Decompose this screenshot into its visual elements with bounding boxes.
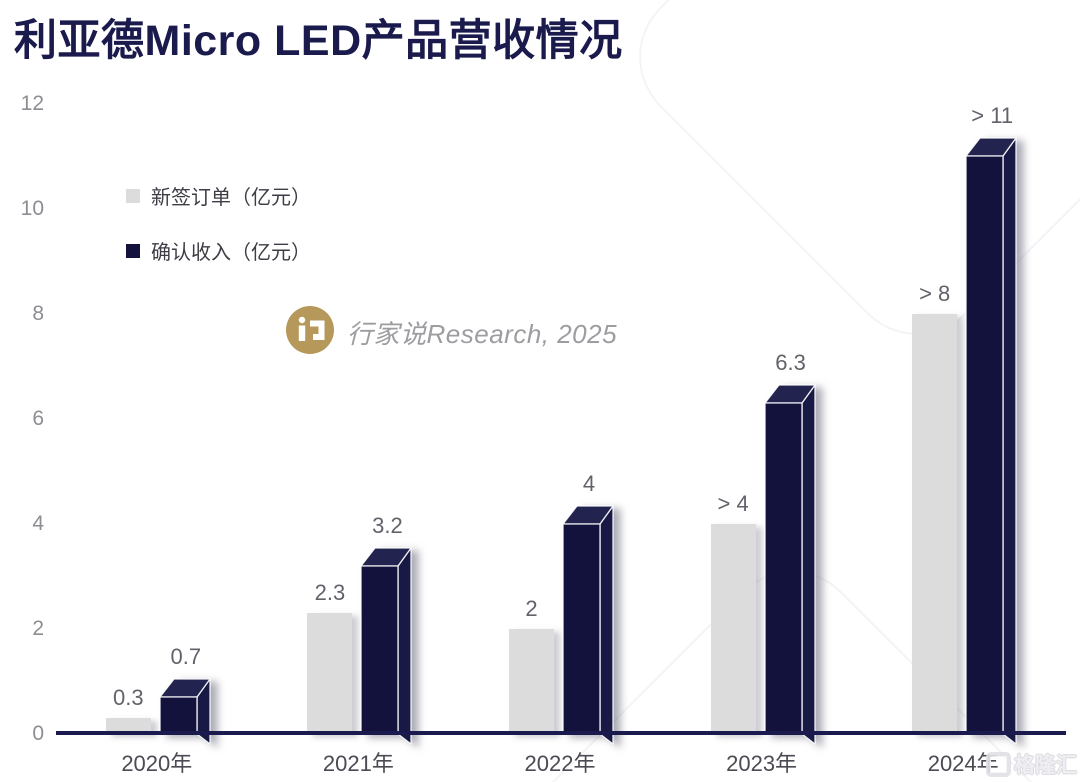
bar-new-orders xyxy=(912,314,958,734)
gelonghui-text: 格隆汇 xyxy=(1014,754,1077,777)
source-watermark: 行家说Research, 2025 xyxy=(286,306,617,359)
bar-front-face xyxy=(562,523,601,735)
legend-swatch-new-orders xyxy=(126,188,140,203)
bar-value-label: 2.3 xyxy=(314,580,346,605)
bar-new-orders xyxy=(710,524,756,734)
legend-label-confirmed-revenue: 确认收入（亿元） xyxy=(151,242,311,264)
x-axis-label: 2023年 xyxy=(726,751,798,776)
bar-new-orders xyxy=(307,613,353,734)
y-tick-label: 2 xyxy=(32,617,44,640)
y-tick-label: 12 xyxy=(20,92,44,115)
hangjiashuo-logo-icon xyxy=(286,306,334,359)
x-axis-label: 2021年 xyxy=(322,751,394,776)
bar-value-label: > 11 xyxy=(971,103,1014,128)
bar-side-face xyxy=(1002,137,1017,745)
bar-confirmed-revenue xyxy=(562,505,614,745)
legend: 新签订单（亿元） 确认收入（亿元） xyxy=(126,181,311,265)
y-tick-label: 10 xyxy=(20,197,44,220)
legend-swatch-confirmed-revenue xyxy=(126,243,140,258)
bar-new-orders xyxy=(105,718,151,734)
gelonghui-watermark: 格隆汇 xyxy=(986,749,1077,779)
source-text: 行家说Research, 2025 xyxy=(347,319,618,349)
bar-confirmed-revenue xyxy=(159,678,211,745)
bar-new-orders xyxy=(509,629,554,734)
y-tick-label: 0 xyxy=(32,722,44,745)
bar-side-face xyxy=(397,547,413,745)
bar-value-label: 4 xyxy=(582,471,596,496)
x-axis-label: 2020年 xyxy=(121,751,193,776)
y-tick-label: 8 xyxy=(32,302,44,325)
bar-value-label: 2 xyxy=(525,596,538,621)
x-axis-labels: 2020年 2021年 2022年 2023年 2024年 xyxy=(56,746,1064,776)
bar-value-label: > 4 xyxy=(717,491,749,516)
bar-confirmed-revenue xyxy=(763,384,816,745)
bar-value-label: 6.3 xyxy=(775,350,806,375)
legend-label-new-orders: 新签订单（亿元） xyxy=(151,187,311,209)
y-tick-label: 6 xyxy=(32,407,44,430)
legend-item-confirmed-revenue: 确认收入（亿元） xyxy=(126,236,311,265)
chart-title: 利亚德Micro LED产品营收情况 xyxy=(14,17,623,65)
gelonghui-logo-icon xyxy=(986,751,1011,777)
bar-side-face xyxy=(599,505,614,745)
y-axis: 0 2 4 6 8 10 12 xyxy=(0,92,44,745)
bar-side-face xyxy=(800,384,816,745)
bar-confirmed-revenue xyxy=(360,547,413,745)
legend-item-new-orders: 新签订单（亿元） xyxy=(126,181,311,210)
y-tick-label: 4 xyxy=(32,512,44,535)
bar-value-label: > 8 xyxy=(919,281,951,306)
bar-value-label: 0.3 xyxy=(113,685,144,710)
x-axis-label: 2022年 xyxy=(524,751,596,776)
bar-value-label: 3.2 xyxy=(372,513,403,538)
x-axis-line xyxy=(56,731,1066,735)
plot-area: 0.3 0.7 2.3 3.2 2 4 > 4 6.3 > 8 > 11 xyxy=(56,103,1064,745)
bar-value-label: 0.7 xyxy=(170,644,202,669)
bar-front-face xyxy=(965,155,1004,735)
bar-confirmed-revenue xyxy=(965,137,1017,745)
bar-front-face xyxy=(763,402,803,735)
